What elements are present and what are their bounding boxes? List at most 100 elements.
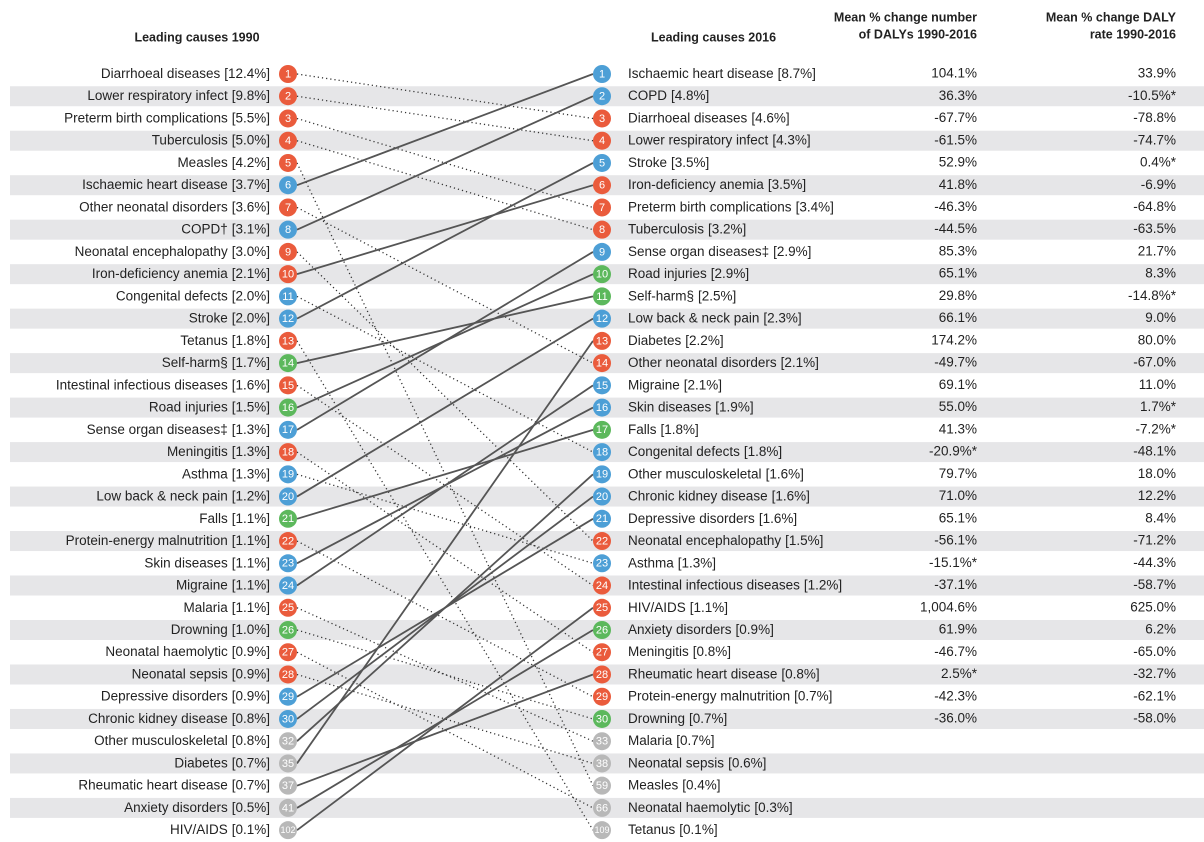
change-rate: 8.4%	[1145, 510, 1176, 525]
rank-number: 5	[285, 157, 291, 169]
cause-name: Migraine	[628, 377, 680, 392]
cause-share: [0.6%]	[728, 755, 766, 770]
cause-share: [1.2%]	[232, 488, 270, 503]
rank-badge	[593, 643, 611, 662]
cause-name: Protein-energy malnutrition	[66, 533, 228, 548]
change-number: -56.1%	[934, 533, 977, 548]
change-number: 174.2%	[931, 332, 977, 347]
rank-number: 14	[596, 358, 608, 370]
change-rate: 21.7%	[1138, 243, 1176, 258]
cause-name: Congenital defects	[116, 288, 228, 303]
rank-badge	[279, 754, 297, 773]
cause-2016: Chronic kidney disease [1.6%]	[628, 488, 810, 503]
rank-number: 6	[285, 180, 291, 192]
cause-share: [1.6%]	[759, 510, 797, 525]
rank-number: 24	[282, 580, 294, 592]
change-number: -37.1%	[934, 577, 977, 592]
change-number: 65.1%	[939, 266, 977, 281]
rank-number: 12	[596, 313, 608, 325]
cause-2016: Congenital defects [1.8%]	[628, 444, 782, 459]
rank-badge	[593, 665, 611, 684]
rank-number: 16	[282, 402, 294, 414]
rank-badge	[279, 242, 297, 261]
cause-name: Stroke	[189, 310, 228, 325]
cause-share: [2.9%]	[773, 243, 811, 258]
cause-1990: Drowning [1.0%]	[171, 622, 270, 637]
cause-share: [2.5%]	[698, 288, 736, 303]
cause-name: Anxiety disorders	[628, 622, 732, 637]
rank-number: 38	[596, 758, 608, 770]
cause-share: [1.1%]	[690, 599, 728, 614]
cause-1990: Chronic kidney disease [0.8%]	[88, 711, 270, 726]
cause-name: Falls	[628, 421, 657, 436]
cause-name: Intestinal infectious diseases	[628, 577, 800, 592]
rank-badge	[279, 376, 297, 395]
cause-share: [1.1%]	[232, 599, 270, 614]
rank-number: 8	[285, 224, 291, 236]
change-number: -15.1%*	[929, 555, 978, 570]
cause-share: [0.9%]	[736, 622, 774, 637]
cause-share: [2.0%]	[232, 288, 270, 303]
cause-name: Other musculoskeletal	[628, 466, 762, 481]
cause-2016: Falls [1.8%]	[628, 421, 699, 436]
rank-badge	[279, 821, 297, 840]
change-number: 29.8%	[939, 288, 977, 303]
rank-number: 59	[596, 780, 608, 792]
cause-1990: Tuberculosis [5.0%]	[152, 132, 270, 147]
cause-share: [1.6%]	[772, 488, 810, 503]
rank-number: 22	[596, 535, 608, 547]
rank-number: 4	[599, 135, 605, 147]
change-number: 104.1%	[931, 66, 977, 81]
rank-number: 29	[596, 691, 608, 703]
cause-2016: Other musculoskeletal [1.6%]	[628, 466, 804, 481]
cause-2016: Neonatal haemolytic [0.3%]	[628, 799, 793, 814]
cause-1990: Depressive disorders [0.9%]	[101, 688, 270, 703]
cause-1990: Stroke [2.0%]	[189, 310, 270, 325]
cause-1990: Neonatal encephalopathy [3.0%]	[75, 243, 270, 258]
change-rate: -58.7%	[1133, 577, 1176, 592]
rank-link	[296, 184, 594, 276]
cause-name: HIV/AIDS	[628, 599, 686, 614]
cause-2016: COPD [4.8%]	[628, 88, 709, 103]
cause-name: Malaria	[628, 733, 673, 748]
cause-share: [0.8%]	[232, 711, 270, 726]
rank-badge	[279, 798, 297, 817]
cause-2016: Intestinal infectious diseases [1.2%]	[628, 577, 842, 592]
cause-name: Migraine	[176, 577, 228, 592]
cause-name: Neonatal sepsis	[628, 755, 724, 770]
cause-name: Preterm birth complications	[64, 110, 228, 125]
rank-number: 19	[596, 469, 608, 481]
rank-number: 13	[282, 335, 294, 347]
rank-number: 5	[599, 157, 605, 169]
rank-number: 15	[282, 380, 294, 392]
cause-name: Neonatal encephalopathy	[628, 533, 781, 548]
cause-share: [0.1%]	[679, 822, 717, 837]
cause-share: [1.8%]	[744, 444, 782, 459]
change-rate: 0.4%*	[1140, 155, 1177, 170]
rank-badge	[279, 509, 297, 528]
cause-1990: Congenital defects [2.0%]	[116, 288, 270, 303]
cause-name: Asthma	[628, 555, 674, 570]
cause-share: [4.3%]	[772, 132, 810, 147]
change-number: 71.0%	[939, 488, 977, 503]
change-rate: -64.8%	[1133, 199, 1176, 214]
cause-share: [0.7%]	[676, 733, 714, 748]
change-number: -20.9%*	[929, 444, 978, 459]
rank-badge	[593, 109, 611, 128]
cause-2016: Road injuries [2.9%]	[628, 266, 749, 281]
rank-badge	[593, 376, 611, 395]
rank-badge	[593, 598, 611, 617]
rank-number: 18	[282, 446, 294, 458]
cause-1990: Other musculoskeletal [0.8%]	[94, 733, 270, 748]
cause-name: Congenital defects	[628, 444, 740, 459]
cause-share: [3.2%]	[708, 221, 746, 236]
change-rate: -78.8%	[1133, 110, 1176, 125]
cause-share: [3.6%]	[232, 199, 270, 214]
cause-2016: Protein-energy malnutrition [0.7%]	[628, 688, 832, 703]
cause-share: [1.3%]	[678, 555, 716, 570]
cause-name: Falls	[199, 510, 228, 525]
rank-badge	[279, 487, 297, 506]
cause-share: [5.0%]	[232, 132, 270, 147]
rank-badge	[593, 287, 611, 306]
